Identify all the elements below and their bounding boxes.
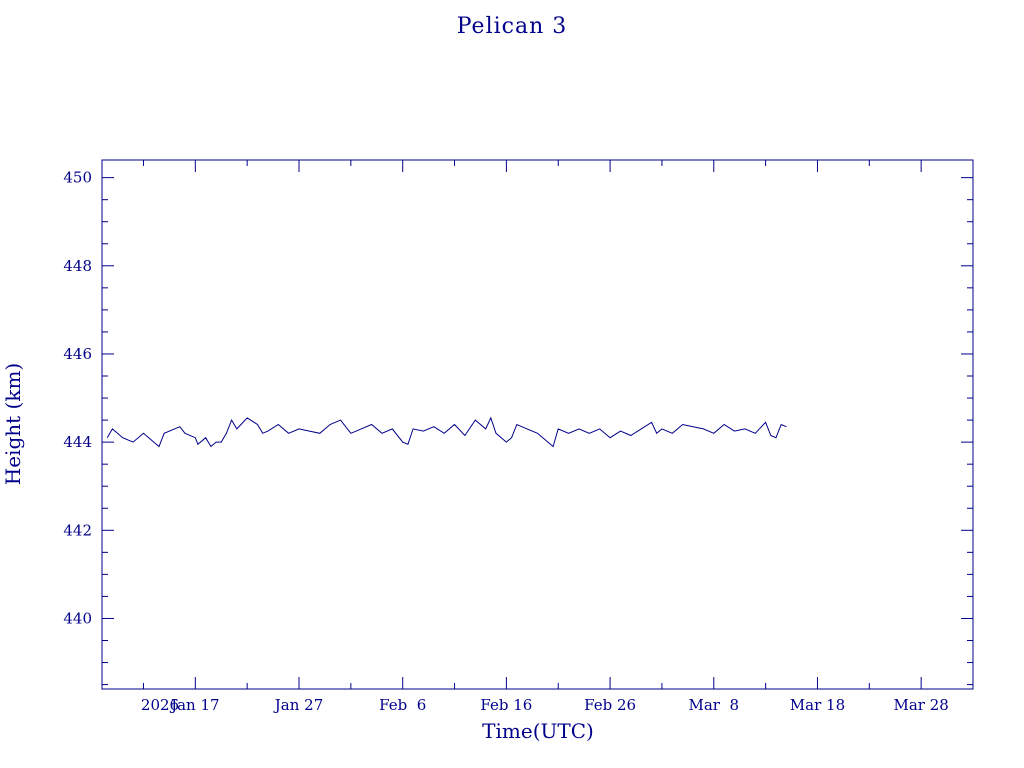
chart-title: Pelican 3 — [456, 14, 568, 39]
y-axis-ticks — [102, 177, 973, 686]
x-tick-label: Mar 28 — [893, 696, 948, 714]
y-tick-label: 446 — [63, 345, 92, 363]
y-axis-label: Height (km) — [1, 363, 25, 485]
y-tick-label: 448 — [63, 257, 92, 275]
x-tick-label: Feb 6 — [379, 696, 426, 714]
x-axis-year-label: 2026 — [141, 696, 179, 714]
y-tick-label: 440 — [63, 609, 92, 627]
y-tick-label: 444 — [63, 433, 92, 451]
x-tick-label: Feb 16 — [480, 696, 532, 714]
x-tick-label: Jan 27 — [273, 696, 323, 714]
y-tick-label: 442 — [63, 521, 92, 539]
x-axis-tick-labels: Jan 17 Jan 27 Feb 6 Feb 16 Feb 26 Mar 8 Mar 18… — [169, 696, 949, 714]
y-axis-tick-labels: 440 442 444 446 448 450 — [63, 169, 92, 628]
y-tick-label: 450 — [63, 169, 92, 187]
x-tick-label: Feb 26 — [584, 696, 636, 714]
x-tick-label: Mar 18 — [790, 696, 845, 714]
x-axis-ticks — [142, 160, 974, 689]
x-tick-label: Mar 8 — [688, 696, 739, 714]
x-axis-label: Time(UTC) — [482, 719, 594, 743]
plot-frame — [101, 159, 974, 690]
height-series-line — [106, 416, 787, 448]
x-tick-label: Jan 17 — [169, 696, 219, 714]
